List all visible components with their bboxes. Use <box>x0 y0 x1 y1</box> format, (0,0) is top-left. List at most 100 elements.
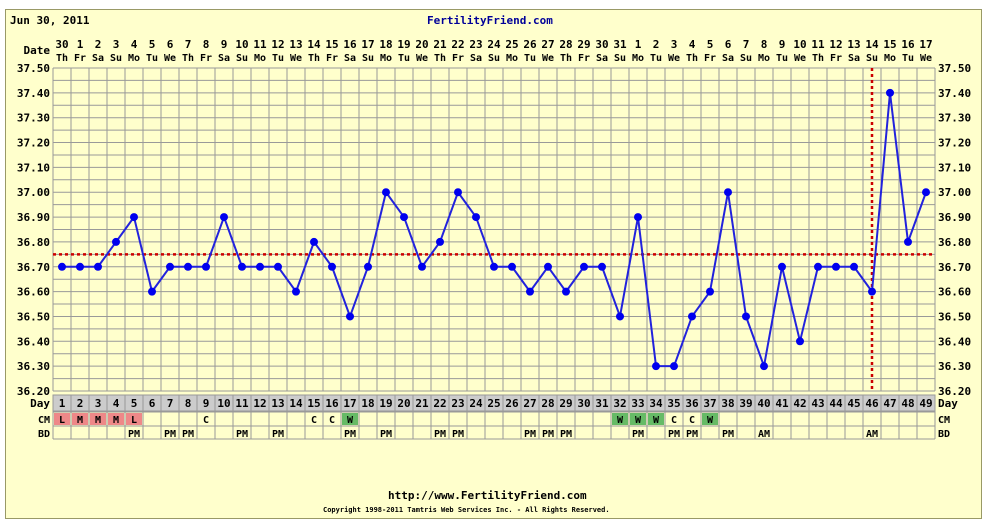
cm-value: M <box>77 415 83 426</box>
cycle-day-label: 26 <box>505 397 519 410</box>
cycle-day-label: 45 <box>847 397 860 410</box>
cycle-day-label: 42 <box>793 397 806 410</box>
date-tick-label: 11 <box>253 38 267 51</box>
temperature-point <box>922 188 930 197</box>
date-tick-label: 16 <box>343 38 357 51</box>
y-tick-label-right: 36.30 <box>938 360 971 373</box>
weekday-tick-label: Sa <box>344 53 356 64</box>
temperature-point <box>274 262 282 271</box>
cm-value: W <box>635 415 642 426</box>
temperature-point <box>490 262 498 271</box>
weekday-tick-label: Fr <box>452 53 464 64</box>
cycle-day-label: 36 <box>685 397 699 410</box>
date-tick-label: 12 <box>829 38 842 51</box>
cycle-day-label: 24 <box>469 397 483 410</box>
date-tick-label: 20 <box>415 38 428 51</box>
temperature-point <box>148 287 156 296</box>
bd-value: AM <box>758 429 770 440</box>
y-tick-label-left: 37.50 <box>17 62 50 75</box>
cm-value: C <box>203 415 209 426</box>
cycle-day-label: 40 <box>757 397 770 410</box>
weekday-tick-label: Th <box>308 53 320 64</box>
date-tick-label: 15 <box>325 38 338 51</box>
cm-cell <box>630 413 646 425</box>
temperature-point <box>238 262 246 271</box>
temperature-point <box>58 262 66 271</box>
cm-row-label-right: CM <box>938 415 950 426</box>
date-tick-label: 5 <box>707 38 714 51</box>
y-tick-label-left: 37.30 <box>17 112 50 125</box>
y-tick-label-right: 36.70 <box>938 261 971 274</box>
site-title-link[interactable]: FertilityFriend.com <box>427 14 553 27</box>
temperature-point <box>526 287 534 296</box>
temperature-point <box>688 312 696 321</box>
cm-value: L <box>59 415 65 426</box>
temperature-point <box>202 262 210 271</box>
y-tick-label-right: 37.10 <box>938 161 971 174</box>
cycle-day-label: 31 <box>595 397 609 410</box>
cycle-day-label: 12 <box>253 397 266 410</box>
bd-value: PM <box>560 429 572 440</box>
cycle-day-label: 32 <box>613 397 626 410</box>
y-tick-label-right: 37.20 <box>938 137 971 150</box>
cycle-day-label: 35 <box>667 397 680 410</box>
weekday-tick-label: Mo <box>254 53 266 64</box>
footer-url-link[interactable]: http://www.FertilityFriend.com <box>388 489 587 502</box>
date-tick-label: 4 <box>689 38 696 51</box>
y-tick-label-left: 36.20 <box>17 385 50 398</box>
weekday-tick-label: Su <box>362 53 374 64</box>
cycle-day-label: 29 <box>559 397 572 410</box>
y-tick-label-right: 36.80 <box>938 236 971 249</box>
temperature-point <box>220 213 228 222</box>
cycle-day-label: 28 <box>541 397 554 410</box>
date-tick-label: 7 <box>743 38 750 51</box>
date-tick-label: 22 <box>451 38 464 51</box>
cycle-day-label: 17 <box>343 397 356 410</box>
cycle-day-label: 34 <box>649 397 663 410</box>
cycle-day-label: 25 <box>487 397 500 410</box>
bd-value: PM <box>434 429 446 440</box>
cycle-day-label: 37 <box>703 397 716 410</box>
weekday-tick-label: Su <box>614 53 626 64</box>
cycle-day-label: 20 <box>397 397 410 410</box>
bd-value: PM <box>722 429 734 440</box>
date-tick-label: 3 <box>671 38 678 51</box>
y-tick-label-left: 37.00 <box>17 186 50 199</box>
cm-row-label-left: CM <box>38 415 50 426</box>
weekday-tick-label: Mo <box>632 53 644 64</box>
bd-row-label-right: BD <box>938 429 950 440</box>
cycle-day-label: 39 <box>739 397 752 410</box>
cycle-day-label: 19 <box>379 397 392 410</box>
y-tick-label-left: 36.70 <box>17 261 50 274</box>
cm-value: C <box>689 415 695 426</box>
temperature-point <box>670 362 678 371</box>
bd-value: PM <box>632 429 644 440</box>
temperature-point <box>454 188 462 197</box>
cm-value: C <box>671 415 677 426</box>
date-tick-label: 9 <box>221 38 228 51</box>
weekday-tick-label: Th <box>686 53 698 64</box>
cm-cell <box>702 413 718 425</box>
weekday-tick-label: Tu <box>146 53 158 64</box>
temperature-point <box>94 262 102 271</box>
date-tick-label: 1 <box>635 38 642 51</box>
cycle-day-label: 48 <box>901 397 914 410</box>
y-tick-label-left: 36.60 <box>17 286 50 299</box>
weekday-tick-label: Su <box>236 53 248 64</box>
y-tick-label-left: 37.40 <box>17 87 50 100</box>
weekday-tick-label: Fr <box>830 53 842 64</box>
weekday-tick-label: Fr <box>200 53 212 64</box>
cm-value: C <box>311 415 317 426</box>
cycle-day-label: 18 <box>361 397 374 410</box>
date-tick-label: 1 <box>77 38 84 51</box>
weekday-tick-label: Tu <box>902 53 914 64</box>
weekday-tick-label: Sa <box>470 53 482 64</box>
y-tick-label-right: 37.30 <box>938 112 971 125</box>
cycle-day-label: 21 <box>415 397 429 410</box>
temperature-point <box>832 262 840 271</box>
temperature-point <box>184 262 192 271</box>
date-tick-label: 26 <box>523 38 537 51</box>
cm-cell <box>108 413 124 425</box>
weekday-tick-label: Mo <box>758 53 770 64</box>
